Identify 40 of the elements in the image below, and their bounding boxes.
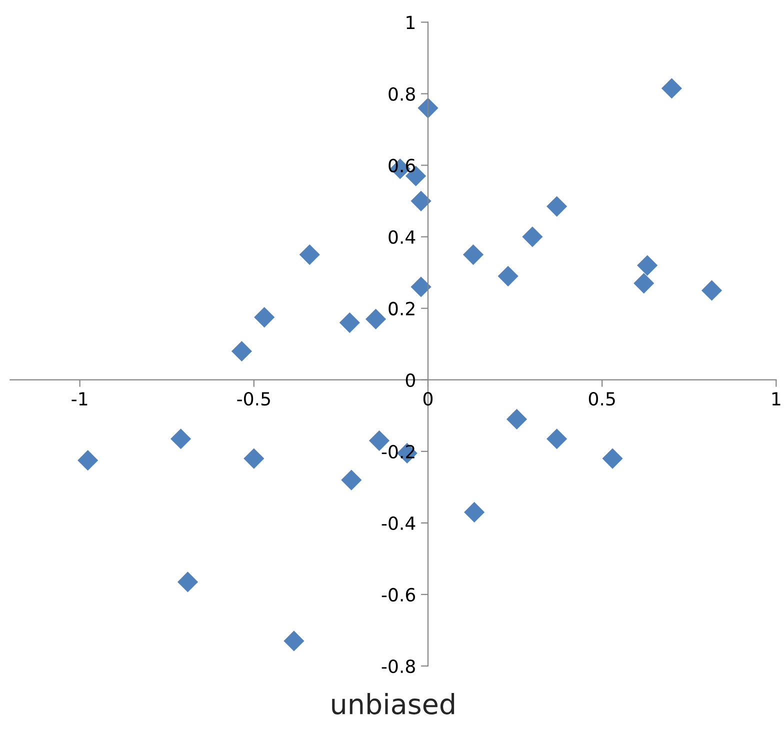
point xyxy=(498,266,518,286)
point xyxy=(284,630,304,652)
x-tick-label: 1 xyxy=(772,392,780,406)
point xyxy=(462,244,484,265)
point xyxy=(602,448,623,469)
point xyxy=(78,450,98,471)
point xyxy=(170,428,192,450)
point xyxy=(546,196,568,217)
y-tick-label: 0.4 xyxy=(388,230,416,244)
point xyxy=(410,276,432,298)
y-tick-label: 0.2 xyxy=(388,302,414,316)
point xyxy=(661,78,682,99)
y-tick-label: 1 xyxy=(406,16,415,30)
y-tick-label: 0 xyxy=(406,373,415,387)
x-tick-label: -1 xyxy=(72,392,88,406)
point xyxy=(341,470,362,490)
y-tick-label: -0.6 xyxy=(382,588,416,602)
point xyxy=(546,428,568,450)
point xyxy=(339,312,360,333)
x-tick-label: 0 xyxy=(423,392,433,406)
point xyxy=(365,308,386,330)
point xyxy=(410,190,432,212)
point xyxy=(244,448,264,469)
point xyxy=(506,408,528,430)
point xyxy=(464,502,485,523)
point xyxy=(231,340,252,362)
point xyxy=(634,272,654,294)
point xyxy=(177,572,198,592)
x-tick-label: -0.5 xyxy=(237,392,270,406)
point xyxy=(254,306,275,328)
point xyxy=(701,280,722,301)
point xyxy=(637,255,658,276)
y-tick-label: 0.8 xyxy=(388,87,415,101)
x-axis-title: unbiased xyxy=(332,692,454,714)
point xyxy=(299,244,320,265)
point xyxy=(522,226,543,248)
point xyxy=(418,98,438,118)
x-tick-label: 0.5 xyxy=(588,392,615,406)
y-tick-label: -0.4 xyxy=(382,516,416,530)
y-tick-label: -0.8 xyxy=(382,659,415,674)
